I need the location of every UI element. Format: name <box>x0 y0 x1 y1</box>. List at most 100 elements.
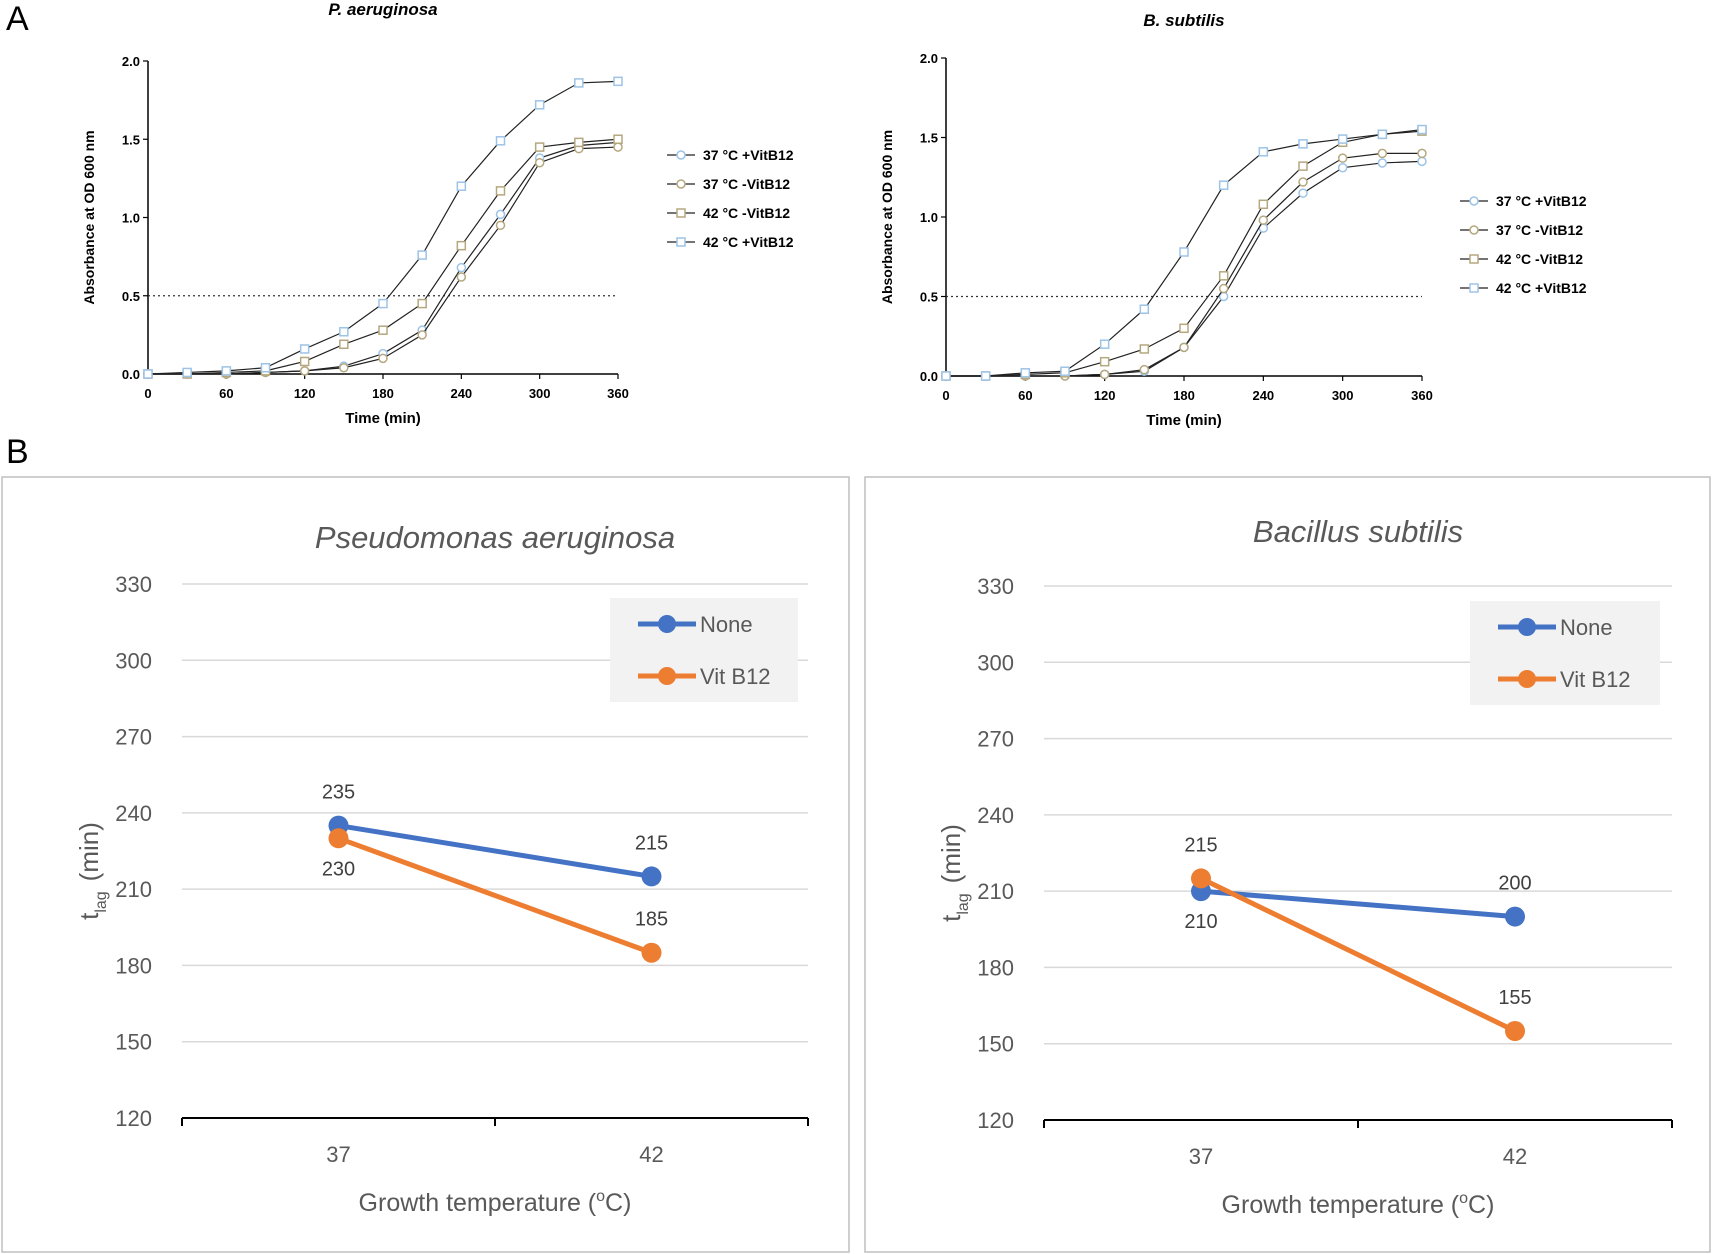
legend-label: Vit B12 <box>1560 667 1631 692</box>
y-tick-label: 300 <box>977 650 1014 675</box>
data-point <box>339 362 349 373</box>
y-tick-label: 210 <box>977 879 1014 904</box>
y-tick-label: 0.5 <box>920 290 938 305</box>
y-tick-label: 270 <box>115 725 152 750</box>
legend-label: 37 °C -VitB12 <box>1496 222 1583 238</box>
data-point <box>1417 124 1427 135</box>
data-point <box>456 262 467 273</box>
y-tick-label: 300 <box>115 648 152 673</box>
data-point <box>1020 368 1031 378</box>
legend-marker <box>676 208 686 218</box>
y-tick-label: 0.0 <box>920 369 938 384</box>
data-point <box>1139 304 1150 314</box>
y-axis-label: tlag (min) <box>936 824 972 922</box>
x-tick-label: 37 <box>1189 1144 1213 1169</box>
data-point <box>299 366 310 376</box>
lag-chart-2: Pseudomonas aeruginosa 120 150 180 210 240 270… <box>1 476 850 1253</box>
y-tick-label: 330 <box>115 572 152 597</box>
data-label: 210 <box>1184 911 1217 933</box>
x-tick-label: 300 <box>1332 388 1354 403</box>
y-tick-label: 120 <box>115 1106 152 1131</box>
data-point <box>299 344 310 354</box>
x-tick-label: 0 <box>942 388 949 403</box>
data-point <box>299 356 310 367</box>
x-tick-label: 240 <box>1252 388 1274 403</box>
y-tick-label: 240 <box>977 803 1014 828</box>
panel-label-a: A <box>6 0 29 38</box>
data-point <box>1298 188 1308 198</box>
data-point <box>641 866 662 887</box>
x-axis-label-rest: C) <box>1468 1191 1494 1219</box>
data-label: 155 <box>1498 987 1531 1009</box>
y-axis-label: Absorbance at OD 600 nm <box>879 130 895 304</box>
data-point <box>1298 139 1308 149</box>
data-point <box>1337 162 1348 173</box>
data-point <box>495 220 506 231</box>
legend-marker <box>1469 225 1479 235</box>
x-axis-label: Growth temperature (oC) <box>359 1188 632 1217</box>
legend-marker <box>1518 618 1536 636</box>
data-point <box>1417 148 1427 159</box>
legend-label: 37 °C +VitB12 <box>1496 193 1587 209</box>
data-point <box>574 78 584 88</box>
data-point <box>1505 906 1525 927</box>
y-axis-label-main: t <box>74 912 104 920</box>
legend-marker <box>676 150 686 160</box>
data-point <box>339 339 349 350</box>
data-point <box>613 142 623 152</box>
x-tick-label: 360 <box>607 386 629 401</box>
data-point <box>1298 161 1308 171</box>
x-tick-label: 42 <box>1503 1144 1527 1169</box>
x-tick-label: 120 <box>294 386 316 401</box>
data-point <box>456 181 467 191</box>
data-point <box>328 828 349 849</box>
legend-label: None <box>700 612 753 637</box>
data-point <box>495 186 506 196</box>
legend-label: None <box>1560 615 1613 640</box>
x-tick-label: 120 <box>1094 388 1116 403</box>
y-tick-label: 0.0 <box>122 367 140 382</box>
legend-marker <box>1469 196 1479 206</box>
x-tick-label: 360 <box>1411 388 1433 403</box>
series-line <box>148 146 619 375</box>
x-axis-label: Growth temperature (oC) <box>1222 1190 1495 1219</box>
y-axis-label: Absorbance at OD 600 nm <box>81 130 97 304</box>
data-point <box>1139 364 1150 375</box>
legend-marker <box>1518 670 1536 688</box>
data-point <box>378 298 388 309</box>
data-point <box>1258 215 1269 225</box>
data-label: 235 <box>322 782 355 804</box>
data-point <box>221 366 232 376</box>
data-point <box>417 298 427 309</box>
data-point <box>260 362 271 373</box>
data-label: 230 <box>322 858 355 880</box>
data-point <box>1191 868 1211 889</box>
x-tick-label: 180 <box>372 386 394 401</box>
x-tick-label: 180 <box>1173 388 1195 403</box>
growth-chart-1: B. subtilis 0 60 120 180 240 300 360 0.0 0.5 1.0 1.… <box>879 11 1587 429</box>
data-point <box>417 330 427 340</box>
data-point <box>534 142 545 152</box>
data-point <box>1218 180 1229 190</box>
y-tick-label: 1.0 <box>122 211 140 226</box>
data-label: 215 <box>1184 834 1217 856</box>
chart-title: Pseudomonas aeruginosa <box>315 520 675 555</box>
data-point <box>1179 342 1189 353</box>
data-point <box>613 76 623 87</box>
chart-title: P. aeruginosa <box>328 0 437 19</box>
data-point <box>182 367 192 378</box>
x-axis-label-sup: o <box>596 1188 605 1205</box>
y-tick-label: 1.5 <box>122 132 140 147</box>
panel-label-b: B <box>6 433 29 471</box>
data-point <box>1218 271 1229 281</box>
data-point <box>378 353 388 364</box>
data-label: 185 <box>635 909 668 931</box>
data-label: 215 <box>635 832 668 854</box>
data-point <box>641 942 662 963</box>
y-axis-label-main: t <box>936 914 966 922</box>
data-point <box>1337 134 1348 144</box>
y-tick-label: 1.5 <box>920 131 938 146</box>
series-line <box>338 823 652 879</box>
lag-chart-3: Bacillus subtilis 120 150 180 210 240 270 300 33… <box>864 476 1711 1253</box>
